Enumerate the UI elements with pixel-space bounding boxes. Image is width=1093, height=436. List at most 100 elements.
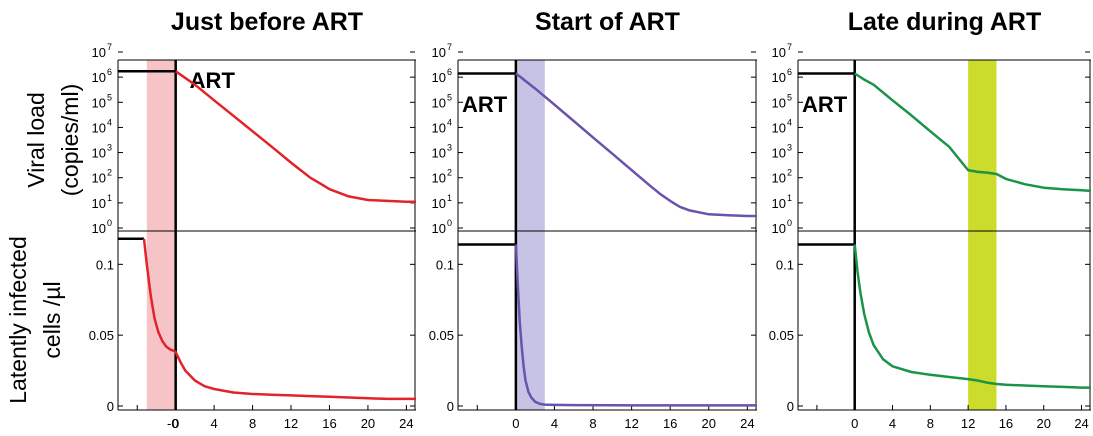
latent-cells-series [514,244,757,407]
xtick-label: 4 [889,416,896,431]
xtick-label: 8 [589,416,596,431]
xtick-label: 0 [512,416,519,431]
art-annotation: ART [190,68,236,93]
log-ytick-exponent: 5 [107,92,112,102]
shaded-interval [515,60,545,410]
xtick-label: 4 [551,416,558,431]
xtick-label: 0 [851,416,858,431]
viral-load-series [174,70,416,204]
log-ytick-exponent: 2 [107,168,112,178]
log-ytick-exponent: 7 [107,42,112,52]
viral-load-ylabel-line2: (copies/ml) [57,84,83,196]
log-ytick-exponent: 4 [447,117,452,127]
log-ytick-label: 10 [432,95,446,110]
viral-load-series [854,72,1092,193]
log-ytick-exponent: 5 [787,92,792,102]
log-ytick-label: 10 [92,70,106,85]
lin-ytick-label: 0 [787,399,794,414]
log-ytick-label: 10 [772,171,786,186]
log-ytick-exponent: 4 [787,117,792,127]
log-ytick-label: 10 [432,120,446,135]
log-ytick-exponent: 2 [787,168,792,178]
log-ytick-label: 10 [772,221,786,236]
shaded-interval [968,60,997,410]
log-ytick-exponent: 1 [107,193,112,203]
xtick-label-extra: -0 [167,416,179,431]
latent-cells-ylabel-line1: Latently infected [5,236,31,404]
log-ytick-label: 10 [772,45,786,60]
log-ytick-label: 10 [92,146,106,161]
log-ytick-exponent: 6 [107,67,112,77]
log-ytick-label: 10 [92,196,106,211]
xtick-label: 24 [740,416,754,431]
log-ytick-exponent: 3 [447,143,452,153]
latent-cells-ylabel-line2: cells /µl [39,281,65,358]
viral-load-ylabel-line1: Viral load [23,92,49,187]
latent-cells-series [853,244,1091,389]
shaded-interval [146,60,176,410]
log-ytick-label: 10 [432,45,446,60]
log-ytick-label: 10 [432,171,446,186]
art-annotation: ART [462,92,508,117]
xtick-label: 20 [361,416,375,431]
log-ytick-label: 10 [772,95,786,110]
log-ytick-label: 10 [772,196,786,211]
log-ytick-exponent: 2 [447,168,452,178]
log-ytick-label: 10 [92,45,106,60]
log-ytick-exponent: 0 [787,218,792,228]
xtick-label: 12 [624,416,638,431]
lin-ytick-label: 0.05 [769,328,794,343]
lin-ytick-label: 0 [107,399,114,414]
log-ytick-exponent: 6 [447,67,452,77]
log-ytick-label: 10 [92,171,106,186]
log-ytick-label: 10 [92,120,106,135]
log-ytick-exponent: 1 [787,193,792,203]
lin-ytick-label: 0.1 [776,257,794,272]
latent-cells-series [142,238,416,401]
lin-ytick-label: 0.05 [89,328,114,343]
xtick-label: 4 [211,416,218,431]
xtick-label: 12 [961,416,975,431]
log-ytick-exponent: 3 [107,143,112,153]
log-ytick-label: 10 [432,70,446,85]
xtick-label: 0 [172,416,179,431]
log-ytick-exponent: 7 [787,42,792,52]
log-ytick-label: 10 [432,221,446,236]
log-ytick-exponent: 0 [107,218,112,228]
log-ytick-exponent: 5 [447,92,452,102]
log-ytick-exponent: 4 [107,117,112,127]
log-ytick-label: 10 [772,146,786,161]
log-ytick-exponent: 0 [447,218,452,228]
xtick-label: 12 [284,416,298,431]
xtick-label: 16 [322,416,336,431]
lin-ytick-label: 0.1 [436,257,454,272]
xtick-label: 20 [1037,416,1051,431]
log-ytick-exponent: 1 [447,193,452,203]
xtick-label: 24 [399,416,413,431]
log-ytick-exponent: 3 [787,143,792,153]
panel-title: Just before ART [171,8,363,36]
panel-title: Start of ART [535,8,680,36]
log-ytick-label: 10 [92,221,106,236]
xtick-label: 20 [702,416,716,431]
art-annotation: ART [802,92,848,117]
xtick-label: 8 [249,416,256,431]
log-ytick-label: 10 [92,95,106,110]
lin-ytick-label: 0.1 [96,257,114,272]
log-ytick-exponent: 7 [447,42,452,52]
xtick-label: 8 [927,416,934,431]
viral-load-series [515,72,757,218]
xtick-label: 16 [999,416,1013,431]
lin-ytick-label: 0.05 [429,328,454,343]
log-ytick-label: 10 [432,196,446,211]
log-ytick-label: 10 [772,70,786,85]
lin-ytick-label: 0 [447,399,454,414]
log-ytick-label: 10 [772,120,786,135]
log-ytick-label: 10 [432,146,446,161]
xtick-label: 24 [1074,416,1088,431]
